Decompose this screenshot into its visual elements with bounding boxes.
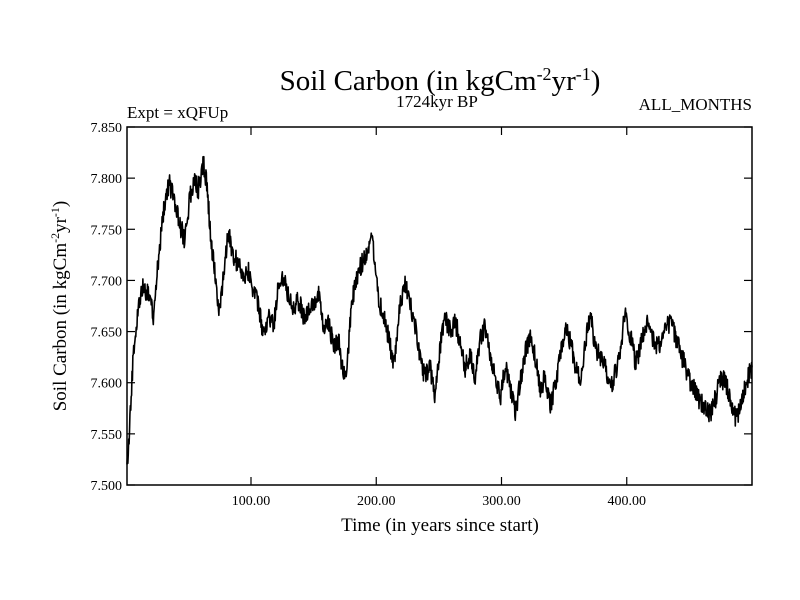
y-axis-label: Soil Carbon (in kgCm-2yr-1)	[48, 201, 71, 412]
plot-frame	[126, 126, 753, 486]
y-tick-label: 7.800	[91, 172, 123, 187]
chart-title: Soil Carbon (in kgCm-2yr-1)	[280, 64, 601, 97]
x-axis-label: Time (in years since start)	[341, 515, 539, 536]
subtitle-period: 1724kyr BP	[396, 92, 478, 111]
x-tick-label: 300.00	[482, 494, 521, 509]
y-tick-label: 7.850	[91, 121, 123, 136]
x-tick-label: 100.00	[232, 494, 271, 509]
y-tick-label: 7.750	[91, 223, 123, 238]
x-tick-label: 200.00	[357, 494, 396, 509]
y-tick-label: 7.600	[91, 377, 123, 392]
subtitle-months: ALL_MONTHS	[639, 95, 752, 114]
y-axis-ticks: 7.500 7.550 7.600 7.650 7.700 7.750 7.800 7.850	[91, 121, 752, 494]
subtitle-experiment: Expt = xQFUp	[127, 103, 228, 122]
series-layer	[126, 155, 753, 465]
series-line-soil-carbon	[126, 155, 753, 465]
x-tick-label: 400.00	[607, 494, 646, 509]
x-axis-ticks: 100.00 200.00 300.00 400.00	[232, 127, 646, 509]
y-tick-label: 7.550	[91, 428, 123, 443]
y-tick-label: 7.650	[91, 326, 123, 341]
y-tick-label: 7.700	[91, 274, 123, 289]
y-tick-label: 7.500	[91, 479, 123, 494]
